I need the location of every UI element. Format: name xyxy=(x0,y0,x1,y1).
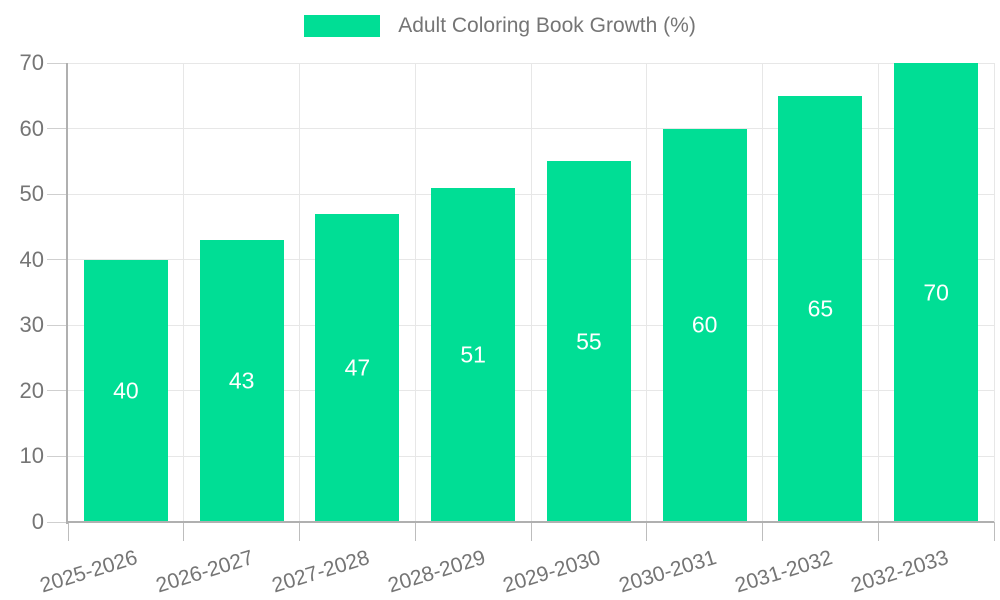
bar-value-label: 60 xyxy=(691,311,718,338)
bar[interactable]: 43 xyxy=(199,240,284,522)
bar-value-label: 40 xyxy=(113,377,139,404)
bar-value-label: 43 xyxy=(228,367,255,394)
x-tick-label: 2032-2033 xyxy=(848,546,951,598)
x-tick-mark xyxy=(183,522,185,541)
x-tick-mark xyxy=(877,522,879,541)
bar[interactable]: 55 xyxy=(546,161,631,522)
x-tick-mark xyxy=(762,522,763,541)
x-tick-mark xyxy=(993,522,995,541)
bar[interactable]: 40 xyxy=(83,259,168,522)
y-axis-labels: 0 10 20 30 40 50 60 70 xyxy=(0,50,44,534)
x-tick-label: 2030-2031 xyxy=(616,546,720,598)
v-gridline xyxy=(183,63,185,522)
x-tick-label: 2029-2030 xyxy=(500,546,604,598)
y-tick-label: 70 xyxy=(19,50,44,75)
bar-value-label: 70 xyxy=(923,279,949,305)
legend-swatch-icon xyxy=(304,15,381,37)
y-tick-mark xyxy=(47,259,67,261)
bar[interactable]: 70 xyxy=(894,63,979,522)
v-gridline xyxy=(762,63,763,522)
y-tick-label: 10 xyxy=(19,443,44,469)
v-gridline xyxy=(299,63,300,522)
v-gridline xyxy=(530,63,532,522)
bar-value-label: 55 xyxy=(576,328,602,355)
y-tick-mark xyxy=(47,193,67,195)
y-tick-mark xyxy=(47,390,67,392)
y-tick-label: 20 xyxy=(19,377,44,403)
x-tick-label: 2031-2032 xyxy=(732,546,836,598)
plot-area: 40 43 47 51 55 60 65 70 xyxy=(47,62,995,541)
bar[interactable]: 47 xyxy=(315,213,400,522)
y-tick-mark xyxy=(47,455,67,457)
v-gridline xyxy=(993,63,995,522)
bar-value-label: 51 xyxy=(460,341,486,368)
bar-value-label: 47 xyxy=(344,354,371,381)
bar[interactable]: 51 xyxy=(431,187,516,522)
x-tick-mark xyxy=(67,522,69,541)
legend-item[interactable]: Adult Coloring Book Growth (%) xyxy=(304,14,696,38)
legend: Adult Coloring Book Growth (%) xyxy=(0,14,1000,38)
x-tick-label: 2028-2029 xyxy=(385,546,488,598)
y-axis-line xyxy=(66,63,68,524)
bar-value-label: 65 xyxy=(807,295,834,322)
v-gridline xyxy=(646,63,648,522)
bar[interactable]: 65 xyxy=(778,95,863,522)
y-tick-label: 40 xyxy=(19,246,44,272)
x-axis-labels: 2025-2026 2026-2027 2027-2028 2028-2029 2029… xyxy=(38,546,994,600)
x-tick-label: 2026-2027 xyxy=(153,546,257,598)
x-tick-mark xyxy=(646,522,648,541)
v-gridline xyxy=(877,63,879,522)
y-tick-mark xyxy=(47,62,67,64)
x-axis-line xyxy=(66,521,994,523)
x-tick-mark xyxy=(530,522,532,541)
x-tick-label: 2025-2026 xyxy=(37,546,141,598)
y-tick-label: 60 xyxy=(19,115,44,141)
y-tick-mark xyxy=(47,521,67,523)
y-tick-label: 50 xyxy=(19,181,44,207)
legend-label: Adult Coloring Book Growth (%) xyxy=(398,14,696,37)
y-tick-label: 0 xyxy=(31,509,44,534)
y-tick-mark xyxy=(47,324,67,326)
x-tick-mark xyxy=(299,522,300,541)
x-tick-mark xyxy=(414,522,416,541)
x-tick-label: 2027-2028 xyxy=(269,546,373,598)
v-gridline xyxy=(414,63,416,522)
bar[interactable]: 60 xyxy=(662,128,747,522)
y-tick-mark xyxy=(47,128,67,130)
y-tick-label: 30 xyxy=(19,312,44,338)
